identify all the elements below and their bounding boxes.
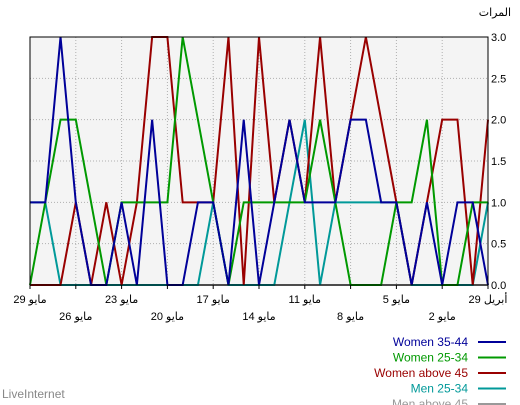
y-axis-label: المرات [479,7,511,19]
x-tick-label: 29 مايو [13,294,46,306]
y-axis: 0.0 0.5 1.0 1.5 2.0 2.5 3.0 [491,32,506,292]
y-tick-label: 0.5 [491,239,506,251]
x-tick-label-secondary: 20 مايو [151,311,184,323]
legend-label: Women 25-34 [393,351,468,365]
x-tick-label: 23 مايو [105,294,138,306]
y-tick-label: 1.5 [491,156,506,168]
y-tick-label: 3.0 [491,32,506,44]
legend-label: Men above 45 [392,397,468,405]
legend-label: Men 25-34 [411,382,469,396]
x-tick-label-secondary: 26 مايو [59,311,92,323]
x-tick-label: 17 مايو [197,294,230,306]
x-tick-label: 5 مايو [383,294,410,306]
x-tick-label: 29 أبريل [469,292,508,306]
legend-label: Women 35-44 [393,335,468,349]
y-tick-label: 0.0 [491,280,506,292]
footer-brand: LiveInternet [2,387,65,401]
x-tick-label-secondary: 8 مايو [337,311,364,323]
x-tick-label-secondary: 2 مايو [429,311,456,323]
y-tick-label: 1.0 [491,197,506,209]
legend-label: Women above 45 [374,366,468,380]
y-tick-label: 2.0 [491,115,506,127]
x-axis: 29 أبريل 5 مايو 11 مايو 17 مايو 23 مايو 29 ما… [13,285,507,323]
y-tick-label: 2.5 [491,73,506,85]
x-tick-label: 11 مايو [289,294,322,306]
x-tick-label-secondary: 14 مايو [242,311,275,323]
